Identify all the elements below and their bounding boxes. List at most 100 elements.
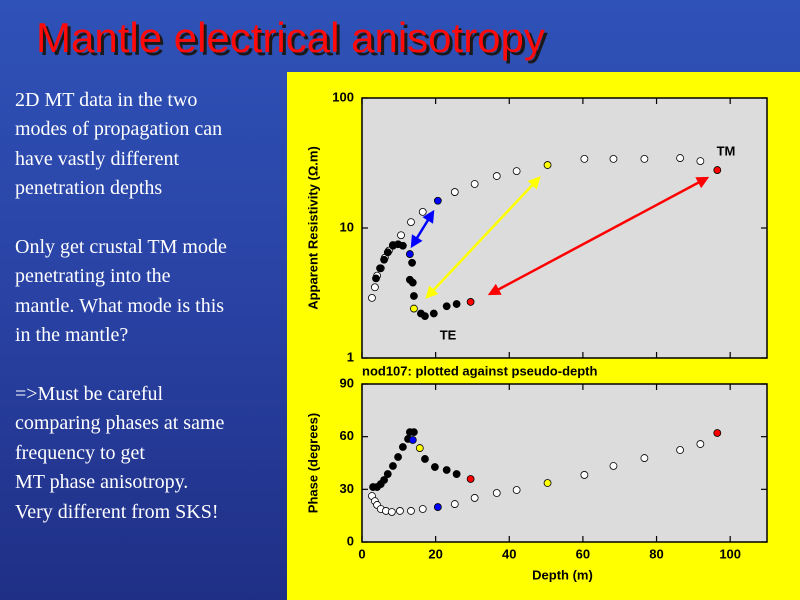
data-point xyxy=(609,462,618,470)
arrow xyxy=(487,176,710,296)
plot-area xyxy=(361,383,768,543)
series-label: TM xyxy=(717,143,736,158)
data-point xyxy=(398,443,407,451)
data-point xyxy=(466,298,475,306)
data-point xyxy=(407,218,415,227)
text-line: penetration depths xyxy=(15,177,163,200)
data-point xyxy=(442,302,451,311)
data-point xyxy=(580,471,589,479)
data-point xyxy=(405,250,414,258)
x-tick-label: 80 xyxy=(649,546,663,561)
data-point xyxy=(397,231,405,240)
data-point xyxy=(394,453,402,461)
slide-title: Mantle electrical anisotropy xyxy=(36,14,545,61)
data-point xyxy=(407,507,415,515)
data-point xyxy=(442,466,451,474)
text-line: in the mantle? xyxy=(15,324,129,347)
text-line: 2D MT data in the two xyxy=(15,89,198,111)
data-point xyxy=(372,274,380,283)
y-tick-label: 1 xyxy=(347,349,354,364)
data-point xyxy=(543,479,552,487)
data-point xyxy=(580,155,589,163)
data-point xyxy=(380,476,388,484)
data-point xyxy=(380,255,388,264)
data-point xyxy=(713,166,722,174)
data-point xyxy=(429,309,438,318)
y-tick-label: 60 xyxy=(340,428,354,443)
data-point xyxy=(433,503,442,511)
data-point xyxy=(452,470,461,478)
chart-title: nod107: plotted against pseudo-depth xyxy=(362,363,598,378)
data-point xyxy=(408,436,417,444)
data-point xyxy=(470,180,479,188)
data-point xyxy=(410,304,418,313)
x-tick-label: 20 xyxy=(428,546,442,561)
data-point xyxy=(389,462,397,470)
data-point xyxy=(430,463,439,471)
y-tick-label: 100 xyxy=(332,89,354,104)
body-text: 2D MT data in the two modes of propagatio… xyxy=(15,86,285,556)
text-line: have vastly different xyxy=(15,147,180,170)
text-line: Very different from SKS! xyxy=(15,500,219,523)
data-point xyxy=(676,446,685,454)
data-point xyxy=(640,454,649,462)
text-line: mantle. What mode is this xyxy=(15,294,225,317)
y-axis-label: Apparent Resistivity (Ω.m) xyxy=(305,146,320,310)
text-line: =>Must be careful xyxy=(15,383,164,406)
text-line: modes of propagation can xyxy=(15,118,223,141)
data-point xyxy=(421,312,429,321)
data-point xyxy=(450,188,459,196)
data-point xyxy=(492,489,501,497)
paragraph: 2D MT data in the two modes of propagatio… xyxy=(15,86,285,204)
data-point xyxy=(383,470,392,478)
data-point xyxy=(368,293,376,302)
text-line: penetrating into the xyxy=(15,265,171,288)
data-point xyxy=(696,440,705,448)
text-line: Only get crustal TM mode xyxy=(15,236,227,259)
data-point xyxy=(370,283,379,292)
x-tick-label: 60 xyxy=(576,546,590,561)
data-point xyxy=(387,508,396,516)
data-point xyxy=(452,300,461,308)
data-point xyxy=(640,155,649,163)
text-line: comparing phases at same xyxy=(15,412,225,435)
data-point xyxy=(713,429,722,437)
data-point xyxy=(512,486,521,494)
data-point xyxy=(415,444,424,452)
data-point xyxy=(418,505,427,513)
data-point xyxy=(383,248,392,257)
y-tick-label: 30 xyxy=(340,481,354,496)
y-tick-label: 90 xyxy=(340,375,354,390)
data-point xyxy=(466,475,475,483)
data-point xyxy=(418,207,427,216)
data-point xyxy=(609,155,618,163)
text-line: frequency to get xyxy=(15,441,145,464)
paragraph: Only get crustal TM mode penetrating into… xyxy=(15,233,285,351)
data-point xyxy=(398,241,407,250)
x-tick-label: 40 xyxy=(502,546,516,561)
data-point xyxy=(450,500,459,508)
data-point xyxy=(408,278,417,287)
y-tick-label: 10 xyxy=(340,219,354,234)
paragraph: =>Must be careful comparing phases at sam… xyxy=(15,380,285,527)
x-axis-label: Depth (m) xyxy=(532,567,593,582)
data-point xyxy=(410,292,418,300)
data-point xyxy=(410,428,418,437)
data-point xyxy=(433,196,442,205)
data-point xyxy=(421,455,429,463)
data-point xyxy=(376,264,384,273)
data-point xyxy=(676,154,685,162)
data-point xyxy=(492,172,501,180)
x-tick-label: 100 xyxy=(719,546,741,561)
data-point xyxy=(543,161,552,169)
x-tick-label: 0 xyxy=(358,546,365,561)
data-point xyxy=(396,507,404,515)
y-axis-label: Phase (degrees) xyxy=(305,413,320,513)
data-point xyxy=(408,258,416,267)
text-line: MT phase anisotropy. xyxy=(15,471,189,494)
y-tick-label: 0 xyxy=(347,533,354,548)
series-label: TE xyxy=(440,327,457,342)
data-point xyxy=(470,494,479,502)
